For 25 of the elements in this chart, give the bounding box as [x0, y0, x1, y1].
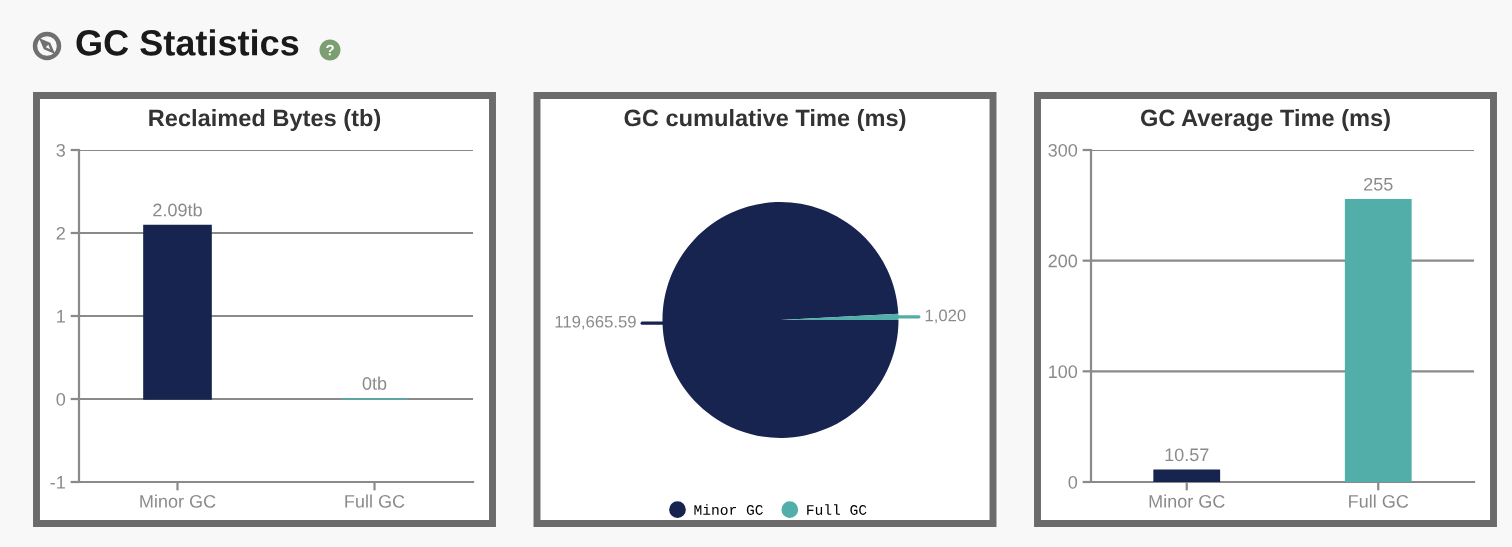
data-label: 119,665.59: [555, 315, 636, 330]
data-label: 10.57: [1165, 448, 1209, 462]
data-label: 255: [1364, 177, 1393, 191]
x-tick-label: Full GC: [1349, 494, 1409, 508]
legend-label: Full GC: [807, 504, 867, 515]
y-tick-label: 0: [56, 392, 66, 406]
y-tick-label: 3: [56, 143, 66, 157]
y-tick-label: 2: [56, 226, 65, 240]
data-label: 2.09tb: [153, 203, 202, 217]
text: GC Statistics: [76, 29, 299, 56]
data-label: 0tb: [362, 376, 387, 390]
y-tick-label: -1: [50, 476, 65, 489]
y-tick-label: 0: [1068, 475, 1078, 489]
legend-label: Minor GC: [694, 504, 763, 515]
chart-title: Reclaimed Bytes (tb): [149, 109, 381, 132]
y-tick-label: 200: [1048, 254, 1078, 268]
x-tick-label: Minor GC: [1149, 494, 1225, 508]
y-tick-label: 1: [57, 310, 65, 323]
data-label: 1,020: [925, 309, 966, 324]
y-tick-label: 100: [1049, 365, 1078, 379]
x-tick-label: Full GC: [345, 494, 405, 508]
chart-title: GC Average Time (ms): [1140, 108, 1390, 132]
x-tick-label: Minor GC: [140, 494, 216, 508]
y-tick-label: 300: [1048, 143, 1078, 157]
chart-title: GC cumulative Time (ms): [624, 109, 906, 132]
